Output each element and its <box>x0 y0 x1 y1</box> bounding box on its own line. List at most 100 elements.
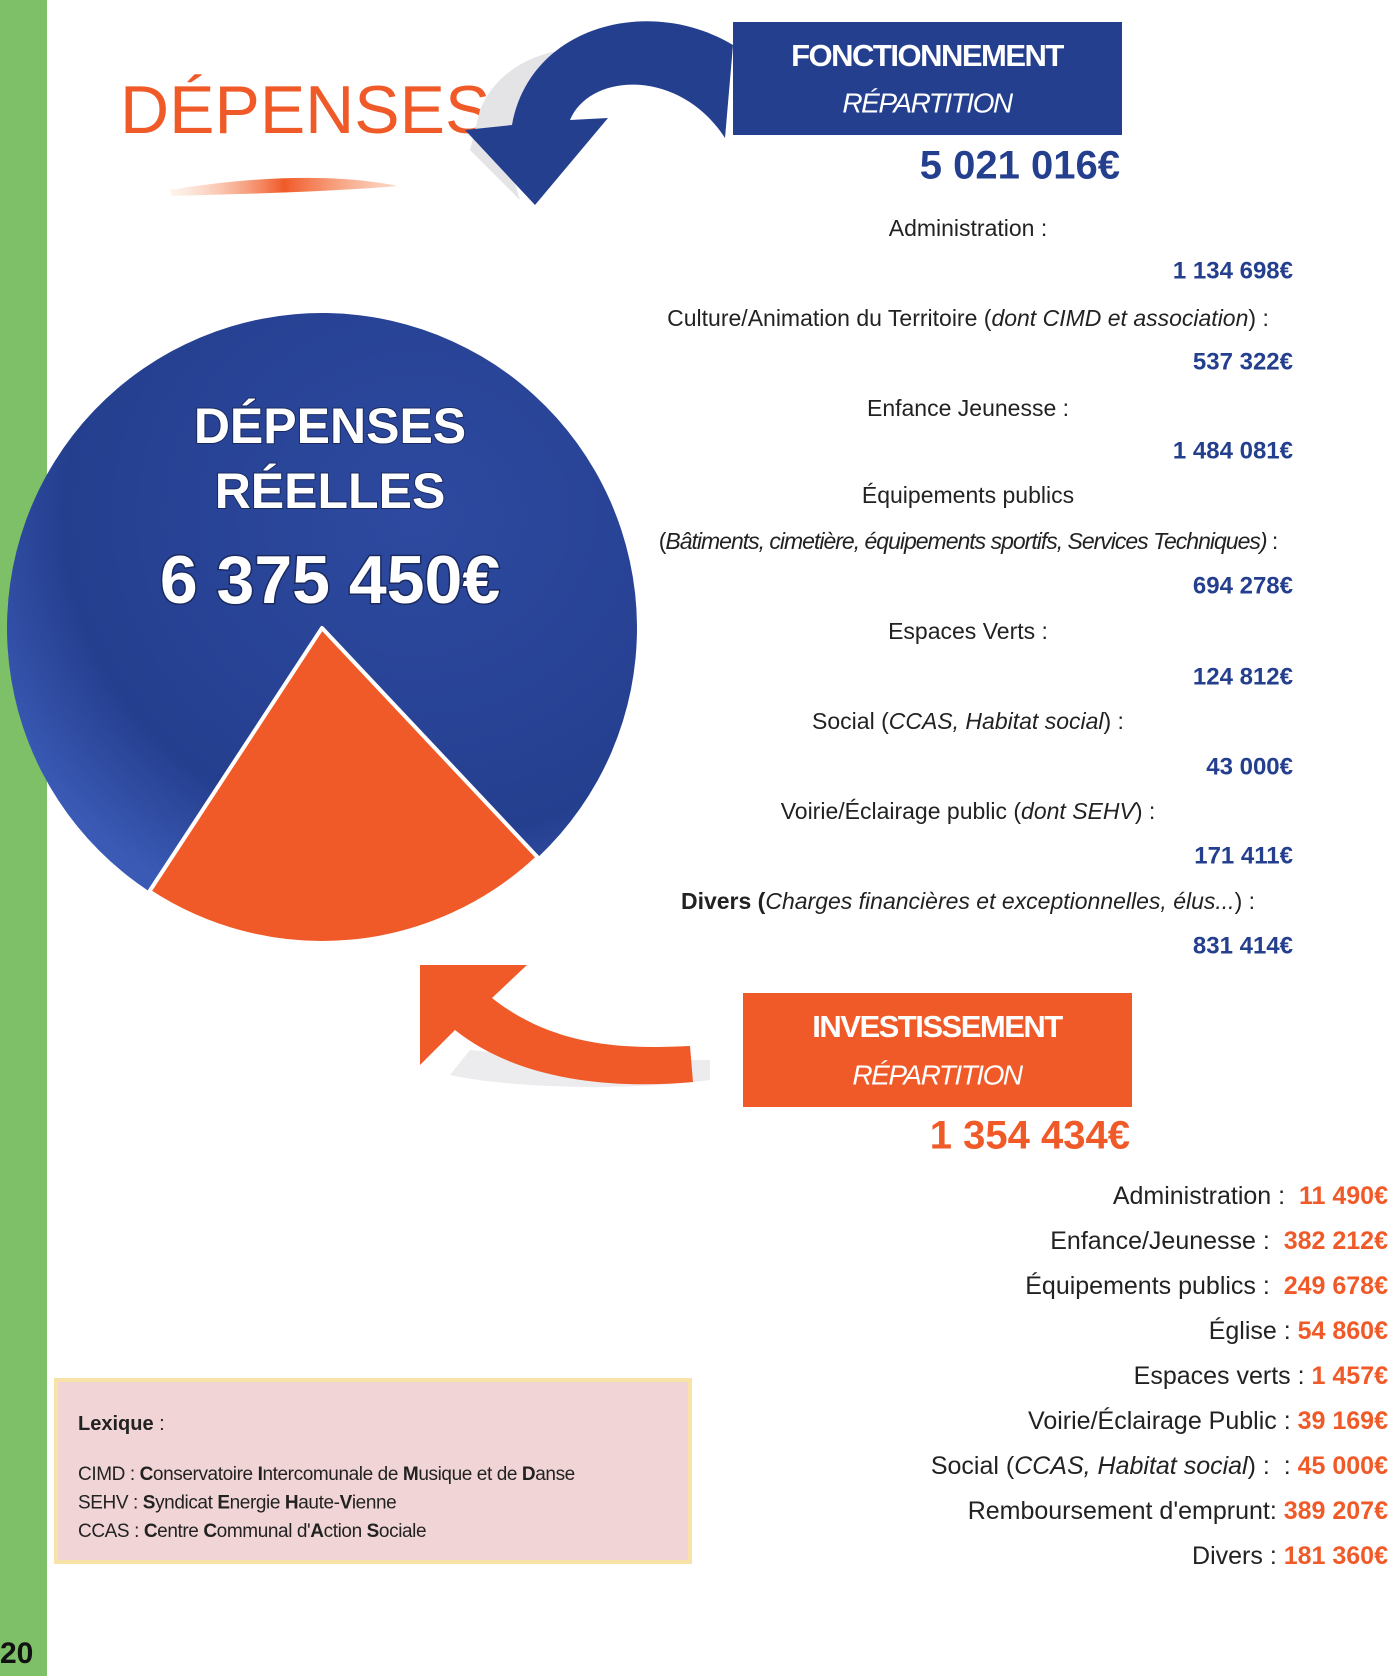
text-part: ociale <box>379 1521 426 1542</box>
text-part: dont SEHV <box>1021 798 1137 824</box>
item-value: 181 360€ <box>1284 1542 1388 1570</box>
item-value: 1 457€ <box>1312 1362 1389 1390</box>
text-part: A <box>310 1521 324 1542</box>
text-part: Espaces Verts : <box>888 618 1048 644</box>
text-part: Social ( <box>931 1452 1015 1480</box>
pie-slice <box>7 312 638 892</box>
lexique-line: SEHV : Syndicat Energie Haute-Vienne <box>78 1493 396 1514</box>
text-part: dont CIMD et association <box>991 305 1248 331</box>
text-part: SEHV : <box>78 1493 143 1514</box>
text-part: ) : : <box>1248 1452 1298 1480</box>
lists: Administration : 1 134 698€ Culture/Animat… <box>78 215 1388 1570</box>
text-part: ( <box>659 528 667 554</box>
text-part: Enfance Jeunesse : <box>867 395 1069 421</box>
text-part: Social ( <box>812 708 889 734</box>
fonctionnement-subtitle: RÉPARTITION <box>842 87 1013 118</box>
text-part: nergie <box>230 1493 285 1514</box>
lexique-box <box>54 1378 692 1564</box>
item-value: 54 860€ <box>1298 1317 1388 1345</box>
item-row: Voirie/Éclairage Public : 39 169€ <box>1028 1406 1388 1435</box>
text-part: CCAS : <box>78 1521 144 1542</box>
text-part: Voirie/Éclairage Public : <box>1028 1406 1298 1435</box>
item-value: 694 278€ <box>1193 572 1293 599</box>
item-label: Administration : <box>889 215 1048 241</box>
investissement-subtitle: RÉPARTITION <box>852 1059 1023 1090</box>
item-value: 11 490€ <box>1299 1182 1388 1210</box>
text-part: Voirie/Éclairage public ( <box>781 798 1022 824</box>
brush-stroke <box>170 177 398 196</box>
item-value: 124 812€ <box>1193 663 1293 690</box>
text-part: Église : <box>1209 1316 1298 1345</box>
item-value: 1 134 698€ <box>1173 257 1293 284</box>
text-part: S <box>367 1521 379 1542</box>
pie-labels: DÉPENSES RÉELLES 6 375 450€ <box>158 397 501 619</box>
text-part: onservatoire <box>153 1464 258 1485</box>
investissement-box <box>743 993 1132 1107</box>
text-part: Espaces verts : <box>1134 1362 1312 1390</box>
pie-title-line: RÉELLES <box>215 463 446 519</box>
item-label: Espaces Verts : <box>888 618 1048 644</box>
item-row: Remboursement d'emprunt: 389 207€ <box>968 1497 1388 1525</box>
text-part: Divers : <box>1192 1542 1284 1570</box>
text-part: ntercomunale de <box>262 1464 402 1485</box>
pie-chart <box>7 312 638 945</box>
item-label: Équipements publics <box>862 482 1074 508</box>
text-part: ) : <box>1248 305 1268 331</box>
pie-slice <box>147 626 540 945</box>
text-part: : <box>1267 528 1278 554</box>
text-part: H <box>285 1493 298 1514</box>
text-part: CIMD : <box>78 1464 140 1485</box>
text-part: Équipements publics : <box>1025 1271 1283 1300</box>
text-part: Remboursement d'emprunt: <box>968 1497 1284 1525</box>
item-row: Équipements publics : 249 678€ <box>1025 1271 1388 1300</box>
text-part: M <box>403 1464 418 1485</box>
item-row: Espaces verts : 1 457€ <box>1134 1362 1388 1390</box>
item-label: Divers (Charges financières et exception… <box>681 888 1255 914</box>
fonctionnement-total: 5 021 016€ <box>920 144 1120 188</box>
item-value: 389 207€ <box>1284 1497 1388 1525</box>
item-row: Social (CCAS, Habitat social) : : 45 000… <box>931 1452 1388 1480</box>
text-part: ction <box>324 1521 367 1542</box>
text-part: C <box>140 1464 154 1485</box>
blue-arrow <box>465 21 733 206</box>
text-part: C <box>203 1521 217 1542</box>
item-label: Social (CCAS, Habitat social) : <box>812 708 1124 734</box>
pie-total: 6 375 450€ <box>160 542 500 618</box>
page-number: 20 <box>0 1637 33 1670</box>
text-part: Équipements publics <box>862 482 1074 508</box>
item-row: Enfance/Jeunesse : 382 212€ <box>1050 1227 1388 1255</box>
text-part: ) : <box>1104 708 1124 734</box>
lexique-line: CCAS : Centre Communal d'Action Sociale <box>78 1521 426 1542</box>
text-part: Culture/Animation du Territoire ( <box>667 305 992 331</box>
text-part: Administration : <box>889 215 1048 241</box>
orange-arrow <box>420 965 693 1085</box>
side-bar <box>0 0 47 1676</box>
text-part: Enfance/Jeunesse : <box>1050 1227 1283 1255</box>
text-part: ommunal d' <box>217 1521 311 1542</box>
item-value: 171 411€ <box>1194 842 1293 869</box>
item-value: 382 212€ <box>1284 1227 1388 1255</box>
text-part: I <box>258 1464 263 1485</box>
text-part: : <box>154 1413 165 1435</box>
text-part: CCAS, Habitat social <box>889 708 1105 734</box>
text-part: S <box>143 1493 155 1514</box>
text-part: aute- <box>298 1493 339 1514</box>
item-value: 537 322€ <box>1193 348 1293 375</box>
item-value: 249 678€ <box>1284 1272 1388 1300</box>
investissement-title: INVESTISSEMENT <box>812 1009 1063 1044</box>
text-part: Charges financières et exceptionnelles, … <box>765 888 1234 914</box>
text-part: usique et de <box>418 1464 522 1485</box>
text-part: E <box>217 1493 229 1514</box>
text-part: ) : <box>1135 798 1155 824</box>
text-part: yndicat <box>155 1493 217 1514</box>
text-part: entre <box>157 1521 203 1542</box>
text-part: anse <box>535 1464 575 1485</box>
item-label: (Bâtiments, cimetière, équipements sport… <box>659 528 1278 554</box>
item-row: Divers : 181 360€ <box>1192 1542 1388 1570</box>
item-value: 39 169€ <box>1298 1407 1388 1435</box>
item-value: 45 000€ <box>1298 1452 1388 1480</box>
text-part: Divers ( <box>681 888 766 914</box>
text-part: CCAS, Habitat social <box>1014 1452 1249 1480</box>
text-part: Lexique <box>78 1413 154 1435</box>
